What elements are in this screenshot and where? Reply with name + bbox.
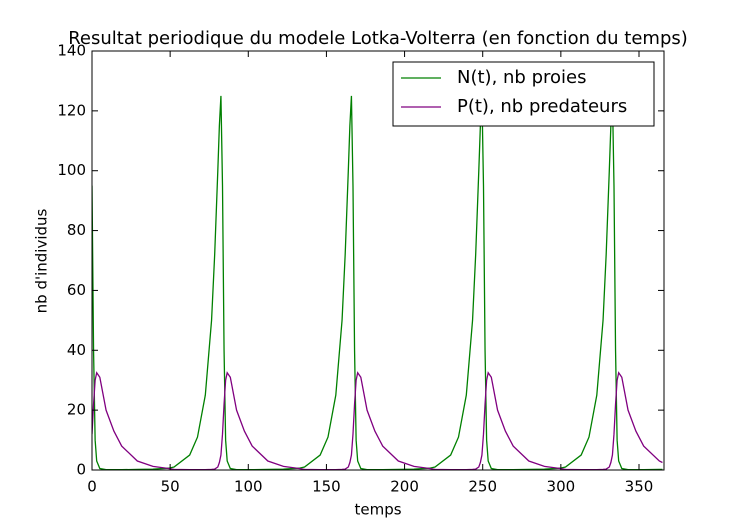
y-tick-label: 60: [67, 281, 86, 299]
x-tick-label: 300: [547, 478, 576, 496]
x-tick-label: 350: [625, 478, 654, 496]
y-tick-label: 80: [67, 221, 86, 239]
x-tick-label: 150: [312, 478, 341, 496]
x-tick-label: 50: [161, 478, 180, 496]
y-tick-label: 140: [57, 42, 86, 60]
legend-label: N(t), nb proies: [457, 67, 586, 88]
plot-frame: [91, 50, 665, 471]
legend-box: [392, 61, 655, 127]
x-tick-label: 250: [468, 478, 497, 496]
y-tick-label: 120: [57, 101, 86, 119]
x-tick-label: 100: [234, 478, 263, 496]
x-tick-label: 0: [87, 478, 97, 496]
y-tick-label: 20: [67, 401, 86, 419]
legend-label: P(t), nb predateurs: [457, 96, 627, 117]
y-axis-label: nb d'individus: [33, 208, 51, 313]
x-tick-label: 200: [390, 478, 419, 496]
chart-title: Resultat periodique du modele Lotka-Volt…: [68, 28, 688, 49]
y-tick-label: 40: [67, 341, 86, 359]
y-tick-label: 100: [57, 161, 86, 179]
y-tick-label: 0: [76, 461, 86, 479]
series-line: [92, 95, 663, 470]
x-axis-label: temps: [354, 501, 401, 519]
